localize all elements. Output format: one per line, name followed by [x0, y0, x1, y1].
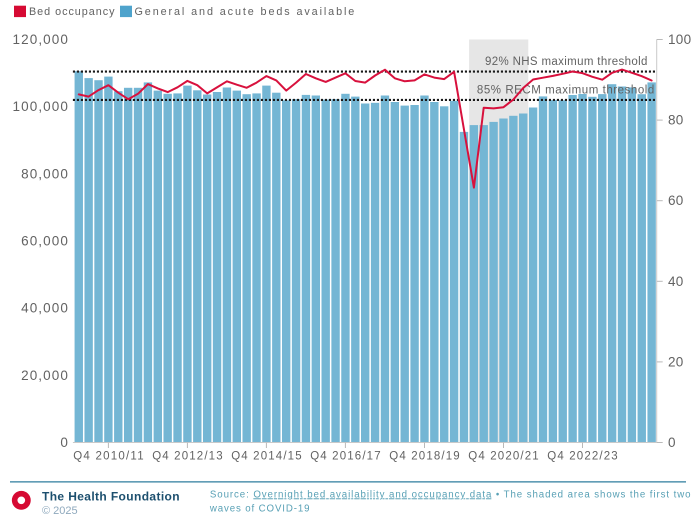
svg-text:Q4 2018/19: Q4 2018/19	[389, 451, 459, 463]
svg-text:0: 0	[668, 435, 676, 450]
svg-text:20: 20	[668, 354, 684, 369]
svg-text:60,000: 60,000	[21, 234, 69, 249]
svg-text:0: 0	[60, 435, 69, 450]
svg-text:Q4 2012/13: Q4 2012/13	[152, 451, 222, 463]
svg-text:40,000: 40,000	[21, 301, 69, 316]
svg-text:Source: Overnight bed availabi: Source: Overnight bed availability and o…	[210, 489, 691, 500]
svg-text:waves of COVID-19: waves of COVID-19	[209, 503, 310, 514]
svg-text:Q4 2016/17: Q4 2016/17	[310, 451, 380, 463]
svg-text:Q4 2022/23: Q4 2022/23	[547, 451, 617, 463]
svg-text:Q4 2020/21: Q4 2020/21	[468, 451, 538, 463]
svg-text:The Health Foundation: The Health Foundation	[42, 490, 180, 504]
svg-text:Q4 2010/11: Q4 2010/11	[73, 451, 143, 463]
svg-text:© 2025: © 2025	[42, 505, 78, 517]
svg-text:92% NHS maximum threshold: 92% NHS maximum threshold	[485, 56, 647, 68]
svg-text:Q4 2014/15: Q4 2014/15	[231, 451, 301, 463]
svg-text:85% RECM maximum threshold: 85% RECM maximum threshold	[477, 85, 654, 97]
svg-text:120,000: 120,000	[13, 32, 70, 47]
svg-text:40: 40	[668, 274, 684, 289]
svg-text:100,000: 100,000	[13, 99, 70, 114]
svg-text:80,000: 80,000	[21, 166, 69, 181]
svg-text:20,000: 20,000	[21, 368, 69, 383]
svg-text:100: 100	[668, 32, 691, 47]
svg-text:Bed occupancy: Bed occupancy	[29, 6, 115, 18]
svg-text:80: 80	[668, 113, 684, 128]
svg-text:60: 60	[668, 193, 684, 208]
